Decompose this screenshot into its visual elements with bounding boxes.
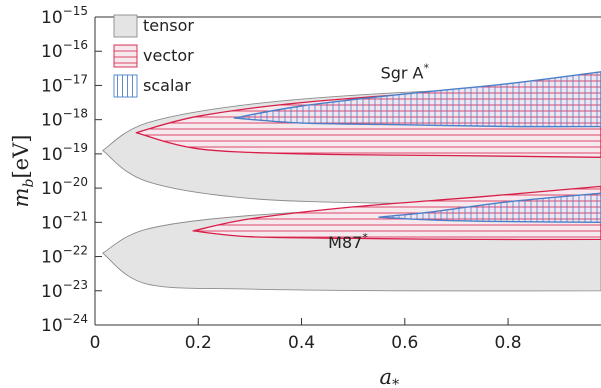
y-tick-label: 10−18 — [41, 107, 88, 131]
legend-label-scalar: scalar — [143, 76, 191, 95]
y-tick-label: 10−15 — [41, 4, 88, 28]
legend-swatch-vector — [113, 44, 138, 68]
scalar-region-sgr-a — [233, 71, 601, 128]
x-axis-title: a* — [380, 365, 400, 388]
x-tick-label: 0.8 — [495, 333, 522, 353]
y-axis-title: mb[eV] — [9, 135, 37, 208]
y-tick-label: 10−23 — [41, 278, 88, 302]
vector-region-m87 — [192, 185, 601, 241]
y-tick-label: 10−22 — [41, 244, 88, 268]
y-tick-label: 10−24 — [41, 312, 88, 336]
legend-swatch-scalar — [113, 74, 138, 98]
y-tick-label: 10−17 — [41, 72, 88, 96]
annotations: Sgr A* M87* — [328, 62, 429, 252]
x-tick-label: 0.4 — [288, 333, 315, 353]
x-tick-label: 0.6 — [391, 333, 418, 353]
annotation-m87: M87* — [328, 231, 368, 252]
y-tick-label: 10−21 — [41, 209, 88, 233]
y-tick-label: 10−19 — [41, 141, 88, 165]
x-tick-label: 0 — [90, 333, 101, 353]
legend: tensor vector scalar — [113, 14, 194, 98]
y-tick-label: 10−16 — [41, 38, 88, 62]
data-regions — [102, 71, 601, 292]
legend-label-tensor: tensor — [143, 16, 194, 35]
annotation-sgr-a: Sgr A* — [381, 62, 430, 83]
axes: 10−24 10−23 10−22 10−21 10−20 10−19 10−18 10−17… — [9, 4, 601, 388]
legend-label-vector: vector — [143, 46, 194, 65]
scalar-region-m87 — [378, 192, 601, 223]
y-tick-label: 10−20 — [41, 175, 88, 199]
x-tick-label: 0.2 — [185, 333, 212, 353]
legend-swatch-tensor — [113, 14, 138, 38]
